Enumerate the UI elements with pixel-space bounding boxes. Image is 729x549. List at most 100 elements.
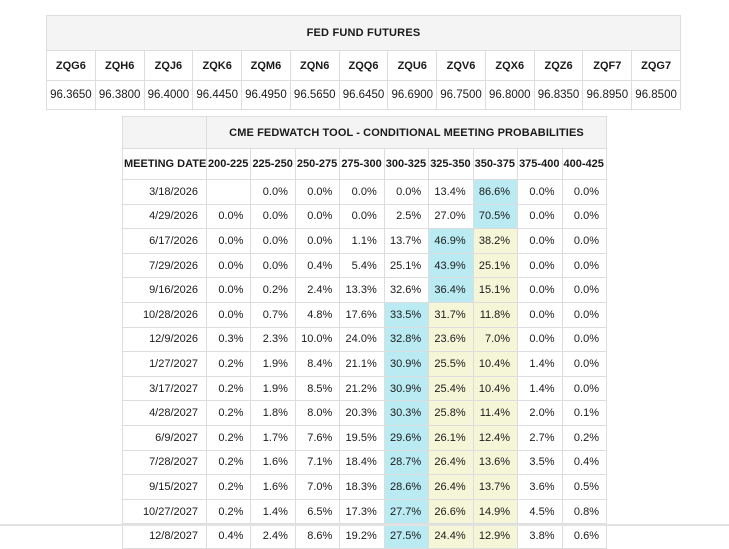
probability-cell: 17.3% [339, 498, 385, 525]
probability-cell: 1.6% [250, 474, 296, 500]
probability-cell: 27.5% [383, 523, 430, 549]
probability-cell: 13.3% [339, 277, 385, 303]
probability-cell: 0.0% [561, 252, 607, 279]
probability-cell: 0.0% [561, 179, 607, 205]
probability-cell: 1.4% [250, 498, 296, 525]
probability-cell: 20.3% [339, 400, 385, 426]
probability-cell: 26.4% [428, 474, 474, 500]
meeting-row: 4/29/2026 0.0% 0.0% 0.0% 0.0% 2.5% 27.0% 70.5% 0… [122, 203, 607, 230]
probability-cell [205, 179, 252, 205]
probability-cell: 7.1% [294, 449, 341, 476]
rate-range-header: 275-300 [339, 148, 385, 180]
probability-cell: 30.9% [383, 351, 430, 377]
meeting-date-cell: 9/15/2027 [122, 474, 207, 500]
probability-cell: 0.0% [517, 228, 563, 254]
futures-price-cell: 96.7500 [436, 80, 486, 110]
probability-cell: 36.4% [428, 277, 474, 303]
futures-contract-header: ZQV6 [436, 50, 486, 81]
futures-price-cell: 96.4450 [192, 80, 243, 110]
futures-contract-header: ZQQ6 [338, 50, 389, 81]
probability-cell: 26.6% [428, 498, 474, 525]
rate-range-header: 250-275 [294, 148, 341, 180]
probability-cell: 0.2% [250, 277, 296, 303]
futures-contract-header: ZQH6 [94, 50, 145, 81]
probability-cell: 0.4% [294, 252, 341, 279]
probability-cell: 7.6% [294, 424, 341, 451]
probability-cell: 8.6% [294, 523, 341, 549]
meeting-row: 12/8/2027 0.4% 2.4% 8.6% 19.2% 27.5% 24.4% 12.9… [122, 523, 607, 549]
fedwatch-section: CME FEDWATCH TOOL - CONDITIONAL MEETING … [122, 116, 607, 549]
probability-cell: 2.7% [517, 424, 563, 451]
meeting-row: 10/27/2027 0.2% 1.4% 6.5% 17.3% 27.7% 26.6% 14.… [122, 498, 607, 525]
meeting-row: 3/17/2027 0.2% 1.9% 8.5% 21.2% 30.9% 25.4% 10.4… [122, 375, 607, 402]
probability-cell: 0.0% [517, 277, 563, 303]
probability-cell: 19.2% [339, 523, 385, 549]
futures-contract-header: ZQF7 [582, 50, 633, 81]
futures-price-cell: 96.8350 [533, 80, 584, 110]
probability-cell: 17.6% [339, 301, 385, 328]
probability-cell: 31.7% [428, 301, 474, 328]
fedwatch-probabilities-table: CME FEDWATCH TOOL - CONDITIONAL MEETING … [122, 116, 607, 549]
probability-cell: 46.9% [428, 228, 474, 254]
meeting-date-header: MEETING DATE [122, 148, 207, 180]
probability-cell: 0.4% [205, 523, 252, 549]
rate-range-header: 350-375 [472, 148, 519, 180]
futures-header-row: ZQG6 ZQH6 ZQJ6 ZQK6 ZQM6 ZQN6 ZQQ6 ZQU6 ZQV6 ZQX6… [46, 50, 681, 81]
probability-cell: 1.4% [517, 375, 563, 402]
probability-cell: 13.7% [472, 474, 519, 500]
futures-price-cell: 96.3800 [94, 80, 145, 110]
probability-cell: 0.0% [561, 375, 607, 402]
rate-range-header: 200-225 [205, 148, 252, 180]
futures-contract-header: ZQM6 [241, 50, 291, 81]
futures-contract-header: ZQG6 [46, 50, 96, 81]
futures-table-title: FED FUND FUTURES [46, 15, 681, 51]
probability-cell: 0.0% [205, 228, 252, 254]
probability-cell: 10.4% [472, 351, 519, 377]
probability-cell: 6.5% [294, 498, 341, 525]
futures-price-cell: 96.3650 [46, 80, 96, 110]
rate-range-header: 300-325 [383, 148, 430, 180]
futures-price-row: 96.3650 96.3800 96.4000 96.4450 96.4950 96.56… [46, 80, 681, 110]
probability-cell: 0.0% [250, 203, 296, 230]
probability-cell: 0.0% [205, 301, 252, 328]
meeting-row: 1/27/2027 0.2% 1.9% 8.4% 21.1% 30.9% 25.5% 10.4… [122, 351, 607, 377]
probability-cell: 28.7% [383, 449, 430, 476]
futures-price-cell: 96.4950 [241, 80, 291, 110]
probability-cell: 0.0% [561, 326, 607, 353]
probability-cell: 8.0% [294, 400, 341, 426]
meeting-date-cell: 7/29/2026 [122, 252, 207, 279]
probability-cell: 3.5% [517, 449, 563, 476]
probability-cell: 5.4% [339, 252, 385, 279]
futures-price-cell: 96.6450 [338, 80, 389, 110]
probability-cell: 30.9% [383, 375, 430, 402]
futures-price-cell: 96.4000 [143, 80, 194, 110]
futures-contract-header: ZQU6 [387, 50, 438, 81]
meeting-row: 7/29/2026 0.0% 0.0% 0.4% 5.4% 25.1% 43.9% 25.1%… [122, 252, 607, 279]
probability-cell: 0.0% [383, 179, 430, 205]
probability-cell: 25.4% [428, 375, 474, 402]
probability-cell: 25.1% [472, 252, 519, 279]
probability-cell: 0.7% [250, 301, 296, 328]
probability-cell: 0.0% [294, 203, 341, 230]
probability-cell: 0.0% [250, 179, 296, 205]
meeting-date-cell: 4/28/2027 [122, 400, 207, 426]
futures-price-cell: 96.8000 [484, 80, 535, 110]
fedwatch-header-row: MEETING DATE 200-225 225-250 250-275 275-30… [122, 148, 607, 180]
futures-price-cell: 96.8950 [582, 80, 633, 110]
meeting-row: 6/17/2026 0.0% 0.0% 0.0% 1.1% 13.7% 46.9% 38.2%… [122, 228, 607, 254]
meeting-row: 4/28/2027 0.2% 1.8% 8.0% 20.3% 30.3% 25.8% 11.4… [122, 400, 607, 426]
probability-cell: 24.4% [428, 523, 474, 549]
rate-range-header: 225-250 [250, 148, 296, 180]
probability-cell: 13.6% [472, 449, 519, 476]
rate-range-header: 400-425 [561, 148, 607, 180]
probability-cell: 7.0% [294, 474, 341, 500]
meeting-date-cell: 4/29/2026 [122, 203, 207, 230]
probability-cell: 0.6% [561, 523, 607, 549]
probability-cell: 11.4% [472, 400, 519, 426]
probability-cell: 0.0% [339, 179, 385, 205]
probability-cell: 28.6% [383, 474, 430, 500]
probability-cell: 0.2% [205, 375, 252, 402]
meeting-date-cell: 1/27/2027 [122, 351, 207, 377]
probability-cell: 0.2% [205, 424, 252, 451]
bottom-divider [0, 524, 729, 526]
